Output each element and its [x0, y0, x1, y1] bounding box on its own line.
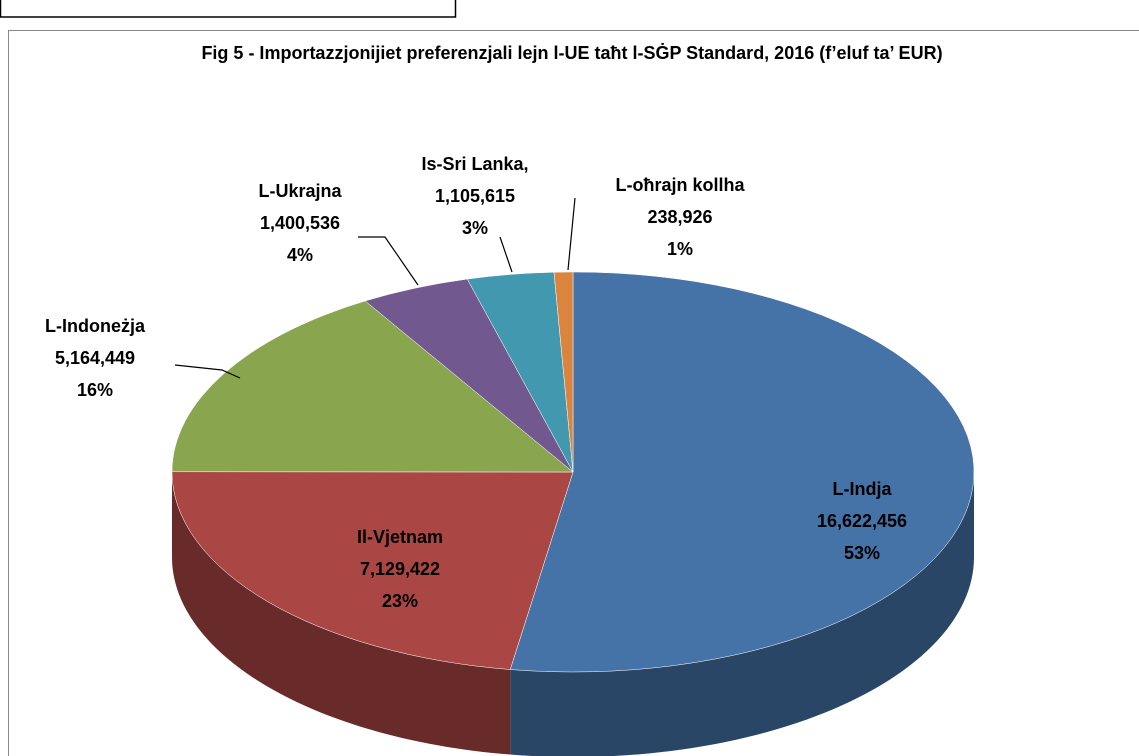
- slice-side: [172, 472, 511, 755]
- data-label-category: L-Indja: [833, 479, 893, 499]
- data-label-percent: 1%: [667, 239, 693, 259]
- data-label-percent: 16%: [77, 380, 113, 400]
- slice: [171, 471, 574, 670]
- leader-line: [499, 236, 513, 273]
- slice: [171, 300, 574, 473]
- data-label-percent: 23%: [382, 591, 418, 611]
- leader-line: [174, 364, 241, 379]
- data-label-category: L-oħrajn kollha: [615, 175, 745, 195]
- data-label-value: 1,400,536: [260, 213, 340, 233]
- data-label-category: Il-Vjetnam: [357, 527, 443, 547]
- data-label-category: Is-Sri Lanka,: [421, 154, 528, 174]
- slice: [553, 271, 574, 473]
- slice-side: [510, 472, 974, 756]
- slice-side-shade: [510, 472, 974, 756]
- data-label-value: 5,164,449: [55, 348, 135, 368]
- data-label-percent: 3%: [462, 218, 488, 238]
- data-label-value: 1,105,615: [435, 186, 515, 206]
- data-label-category: L-Ukrajna: [258, 181, 342, 201]
- chart-border: [8, 30, 1139, 756]
- chart-title: Fig 5 - Importazzjonijiet preferenzjali …: [201, 43, 943, 63]
- slice-side-shade: [172, 472, 511, 755]
- data-label-category: L-Indoneżja: [45, 316, 146, 336]
- data-label-value: 238,926: [647, 207, 712, 227]
- leader-line: [358, 236, 419, 286]
- data-label-value: 16,622,456: [817, 511, 907, 531]
- header-box: [0, 0, 457, 18]
- data-label-percent: 53%: [844, 543, 880, 563]
- leader-line: [567, 197, 576, 271]
- slice: [509, 271, 975, 673]
- data-label-percent: 4%: [287, 245, 313, 265]
- data-label-value: 7,129,422: [360, 559, 440, 579]
